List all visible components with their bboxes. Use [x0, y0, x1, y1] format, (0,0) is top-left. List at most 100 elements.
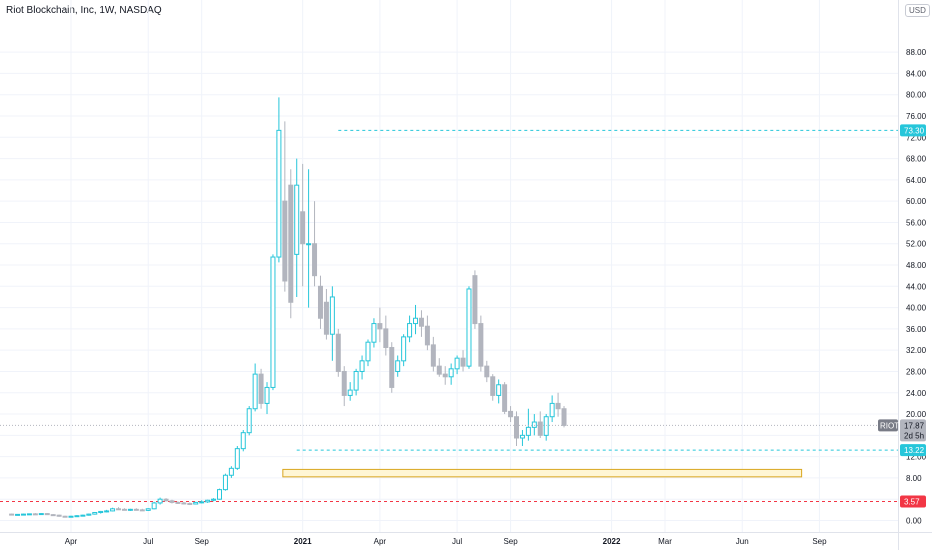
candle-body[interactable]: [347, 389, 353, 396]
candle-body[interactable]: [525, 426, 531, 436]
candle-body[interactable]: [199, 501, 205, 504]
candle-body[interactable]: [460, 357, 466, 367]
candle-body[interactable]: [312, 243, 318, 277]
candle-body[interactable]: [335, 333, 341, 372]
candle-body[interactable]: [341, 370, 347, 396]
level-price-tag: [900, 124, 926, 137]
candle-body[interactable]: [264, 386, 270, 404]
candle-body[interactable]: [98, 510, 104, 514]
candle-body[interactable]: [50, 514, 56, 517]
candle-body[interactable]: [110, 508, 116, 512]
candle-body[interactable]: [549, 402, 555, 418]
candle-body[interactable]: [127, 508, 133, 511]
candle-body[interactable]: [205, 499, 211, 503]
candle-body[interactable]: [537, 421, 543, 436]
candle-body[interactable]: [276, 129, 282, 258]
candle-body[interactable]: [240, 432, 246, 450]
candle-body[interactable]: [413, 317, 419, 325]
candle-body[interactable]: [217, 489, 222, 500]
candle-body[interactable]: [306, 243, 312, 246]
candle-body[interactable]: [246, 408, 252, 434]
candle-body[interactable]: [74, 515, 80, 518]
candle-body[interactable]: [436, 365, 442, 375]
candle-body[interactable]: [389, 347, 395, 388]
candle-body[interactable]: [395, 360, 401, 372]
candle-body[interactable]: [371, 323, 377, 343]
candle-body[interactable]: [555, 402, 561, 410]
candle-body[interactable]: [270, 256, 276, 388]
candle-body[interactable]: [484, 365, 490, 378]
candle-body[interactable]: [145, 508, 151, 511]
support-zone-rectangle[interactable]: [282, 468, 803, 478]
candle-body[interactable]: [211, 498, 217, 501]
candle-body[interactable]: [448, 368, 454, 378]
candle-body[interactable]: [121, 508, 127, 511]
candle-body[interactable]: [92, 512, 98, 515]
candle-body[interactable]: [32, 513, 38, 516]
candle-body[interactable]: [44, 513, 50, 516]
candle-body[interactable]: [116, 508, 122, 511]
candle-body[interactable]: [9, 513, 15, 516]
candle-body[interactable]: [26, 513, 32, 516]
candle-body[interactable]: [62, 515, 68, 518]
candle-body[interactable]: [15, 513, 21, 516]
candle-body[interactable]: [383, 328, 389, 349]
candle-body[interactable]: [175, 501, 181, 504]
candle-body[interactable]: [187, 502, 193, 505]
candle-body[interactable]: [442, 373, 448, 378]
candle-body[interactable]: [252, 373, 258, 410]
candle-body[interactable]: [514, 416, 519, 439]
candle-body[interactable]: [20, 513, 26, 516]
candle-body[interactable]: [68, 515, 74, 518]
candle-body[interactable]: [181, 502, 187, 505]
candle-body[interactable]: [288, 184, 294, 303]
candle-body[interactable]: [353, 370, 359, 391]
candle-body[interactable]: [80, 514, 86, 517]
candle-body[interactable]: [258, 373, 264, 404]
candle-body[interactable]: [418, 317, 424, 327]
candle-body[interactable]: [561, 408, 567, 426]
candle-body[interactable]: [508, 410, 514, 418]
candle-body[interactable]: [163, 498, 169, 502]
candle-body[interactable]: [472, 275, 478, 325]
candle-body[interactable]: [424, 325, 430, 346]
candle-body[interactable]: [193, 501, 199, 505]
candle-body[interactable]: [329, 296, 335, 335]
candle-body[interactable]: [543, 416, 549, 436]
candle-body[interactable]: [133, 508, 139, 511]
candle-body[interactable]: [454, 357, 460, 370]
candle-body[interactable]: [56, 514, 62, 517]
candle-body[interactable]: [478, 323, 484, 367]
candle-body[interactable]: [234, 448, 240, 469]
candle-body[interactable]: [430, 344, 436, 367]
candle-body[interactable]: [519, 434, 525, 439]
candle-body[interactable]: [377, 323, 383, 330]
candle-body[interactable]: [151, 502, 157, 510]
candle-body[interactable]: [294, 184, 300, 255]
candle-body[interactable]: [282, 200, 288, 282]
candle-body[interactable]: [38, 513, 44, 516]
candle-body[interactable]: [86, 513, 92, 516]
chart-title: Riot Blockchain, Inc, 1W, NASDAQ: [6, 5, 162, 16]
candle-body[interactable]: [502, 384, 508, 412]
candle-body[interactable]: [139, 509, 145, 512]
candle-body[interactable]: [169, 500, 175, 503]
candle-body[interactable]: [490, 376, 496, 396]
candle-body[interactable]: [222, 474, 228, 491]
candle-body[interactable]: [531, 421, 537, 428]
candle-body[interactable]: [300, 211, 306, 245]
candle-body[interactable]: [496, 384, 502, 396]
candle-body[interactable]: [401, 336, 407, 362]
candle-body[interactable]: [317, 285, 323, 319]
candle-body[interactable]: [466, 288, 472, 367]
candle-body[interactable]: [104, 510, 110, 513]
candle-body[interactable]: [365, 341, 371, 362]
candle-body[interactable]: [359, 360, 365, 372]
candle-body[interactable]: [323, 301, 329, 335]
candle-body[interactable]: [157, 498, 163, 504]
currency-button[interactable]: USD: [905, 4, 930, 17]
y-tick-label: 20.00: [906, 410, 927, 419]
candle-body[interactable]: [228, 467, 234, 476]
candle-body[interactable]: [407, 323, 413, 338]
